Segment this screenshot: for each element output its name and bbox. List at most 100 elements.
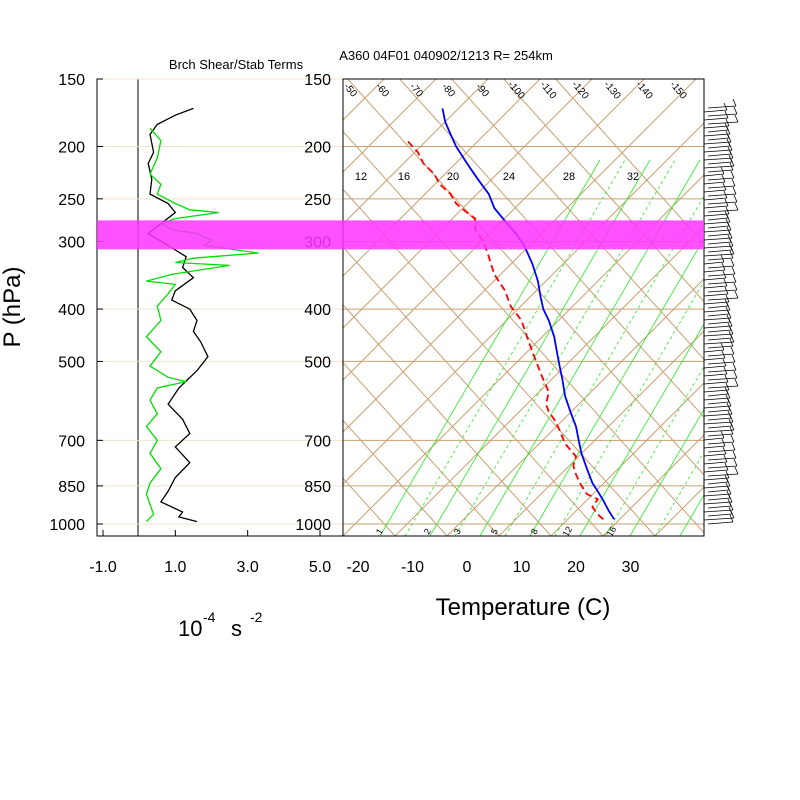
wind-barb-shaft <box>707 305 729 309</box>
wind-barb-shaft <box>707 113 738 117</box>
wind-barb-shaft <box>703 469 729 473</box>
wind-barb-feather <box>726 478 731 487</box>
wind-barb-shaft <box>707 105 737 109</box>
wind-barb-shaft <box>707 121 739 125</box>
wind-barb-shaft <box>707 417 732 421</box>
mixing-ratio-bottom-label: 2 <box>422 527 433 536</box>
mixing-ratio-label: 20 <box>447 171 459 183</box>
wind-barb-shaft <box>707 497 731 501</box>
isotherm-label: -140 <box>633 79 655 102</box>
wind-barb <box>703 478 731 489</box>
wind-barb-feather <box>729 338 734 347</box>
wind-barb-shaft <box>703 149 733 153</box>
wind-barb-feather <box>734 290 739 299</box>
wind-barb-feather <box>725 470 730 479</box>
skewt-series-group <box>406 108 615 520</box>
highlight-band <box>97 220 704 250</box>
wind-barb <box>703 358 727 369</box>
wind-barb-feather <box>721 438 726 447</box>
wind-barb <box>703 318 733 329</box>
wind-barb-feather <box>732 186 737 195</box>
wind-barb-feather <box>724 462 729 471</box>
wind-barb <box>707 466 739 477</box>
skewt-isotherm <box>343 122 704 485</box>
wind-barb-feather <box>720 342 725 351</box>
dewpoint-line <box>406 139 604 520</box>
skewt-isotherm <box>343 174 704 536</box>
wind-barb-shaft <box>703 141 732 145</box>
isotherm-label: -90 <box>473 81 491 99</box>
wind-barb-feather <box>729 414 734 423</box>
mixing-ratio-line <box>604 366 704 536</box>
wind-barb-feather <box>734 114 739 123</box>
wind-barb <box>703 382 730 393</box>
mixing-ratio-bottom-label: 16 <box>605 525 619 539</box>
skewt-isotherm <box>654 486 704 536</box>
wind-barb <box>707 458 738 469</box>
wind-barb <box>703 286 729 297</box>
wind-barb-shaft <box>703 197 728 201</box>
wind-barb-shaft <box>707 425 733 429</box>
skewt-y-tick-label: 700 <box>304 433 331 450</box>
wind-barb-feather <box>730 334 735 343</box>
mixing-ratio-line <box>454 159 676 536</box>
wind-barb-shaft <box>703 237 733 241</box>
mixing-ratio-line <box>654 451 704 536</box>
wind-barb <box>707 426 734 437</box>
wind-barb-feather <box>729 250 734 259</box>
wind-barb <box>707 98 737 109</box>
wind-barb-shaft <box>707 249 733 253</box>
wind-barb <box>707 442 736 453</box>
wind-barb-shaft <box>703 309 731 313</box>
wind-barb-shaft <box>703 117 729 121</box>
wind-barb-shaft <box>707 321 731 325</box>
left-y-tick-label: 1000 <box>49 517 85 534</box>
wind-barb-feather <box>730 246 735 255</box>
wind-barb-shaft <box>703 461 728 465</box>
wind-barb-feather <box>728 230 733 239</box>
wind-barb-feather <box>732 274 737 283</box>
skewt-isotherm <box>498 330 704 536</box>
wind-barb <box>703 390 731 401</box>
wind-barb-shaft <box>707 353 735 357</box>
wind-barb <box>707 434 735 445</box>
wind-barb-shaft <box>703 397 731 401</box>
left-series-group <box>145 107 259 523</box>
wind-barb-shaft <box>707 473 739 477</box>
wind-barb <box>707 266 736 277</box>
wind-barb <box>703 334 735 345</box>
wind-barb <box>703 270 727 281</box>
left-x-tick-label: 3.0 <box>237 559 259 576</box>
wind-barb-feather <box>723 278 728 287</box>
wind-barb-shaft <box>707 193 737 197</box>
wind-barb <box>707 282 738 293</box>
wind-barb-shaft <box>707 401 730 405</box>
wind-barb-shaft <box>703 381 729 385</box>
wind-barb-shaft <box>703 477 730 481</box>
shear-line <box>147 107 209 523</box>
wind-barb-feather <box>730 258 735 267</box>
wind-barb <box>707 170 735 181</box>
wind-barb-feather <box>722 182 727 191</box>
wind-barb <box>707 250 734 261</box>
wind-barb-feather <box>729 238 734 247</box>
wind-barb-shaft <box>707 393 729 397</box>
wind-barb-feather <box>727 134 732 143</box>
left-panel-title: Brch Shear/Stab Terms <box>169 57 304 72</box>
wind-barb-shaft <box>707 177 735 181</box>
wind-barb-feather <box>730 510 735 519</box>
wind-barb-shaft <box>707 137 730 141</box>
wind-barb <box>703 366 728 377</box>
skewt-dry-adiabat <box>0 79 291 536</box>
wind-barb <box>707 354 736 365</box>
skewt-y-tick-label: 400 <box>304 302 331 319</box>
wind-barb-feather <box>728 142 733 151</box>
wind-barb-shaft <box>703 445 726 449</box>
left-x-tick-label: 1.0 <box>164 559 186 576</box>
wind-barb-feather <box>730 170 735 179</box>
mixing-ratio-line <box>504 195 704 536</box>
stab-line <box>145 127 259 523</box>
wind-barb-shaft <box>703 189 727 193</box>
wind-barb-feather <box>724 110 729 119</box>
wind-barb <box>703 462 729 473</box>
